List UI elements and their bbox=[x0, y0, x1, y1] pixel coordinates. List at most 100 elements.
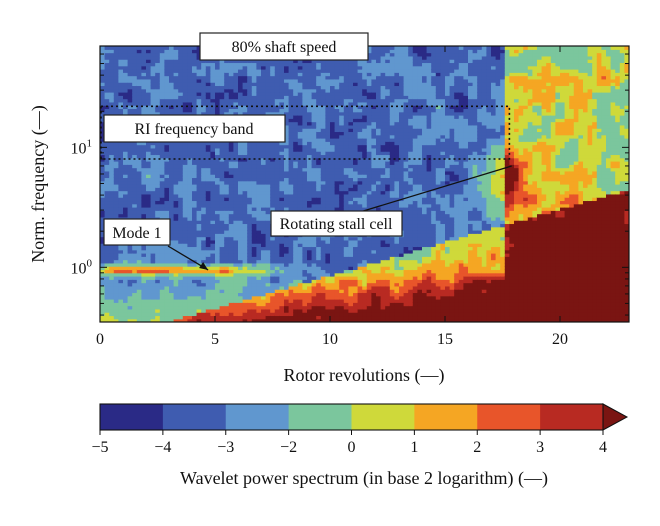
heatmap-cell bbox=[279, 302, 285, 307]
heatmap-cell bbox=[210, 295, 216, 300]
heatmap-cell bbox=[320, 236, 326, 241]
heatmap-cell bbox=[270, 315, 276, 320]
heatmap-cell bbox=[169, 154, 175, 159]
heatmap-cell bbox=[357, 101, 363, 106]
heatmap-cell bbox=[215, 108, 221, 113]
heatmap-cell bbox=[118, 200, 124, 205]
heatmap-cell bbox=[150, 180, 156, 185]
heatmap-cell bbox=[366, 111, 372, 116]
heatmap-cell bbox=[215, 253, 221, 257]
heatmap-cell bbox=[210, 318, 216, 322]
heatmap-cell bbox=[302, 108, 308, 113]
heatmap-cell bbox=[146, 105, 152, 110]
heatmap-cell bbox=[169, 308, 175, 313]
heatmap-cell bbox=[196, 108, 202, 113]
heatmap-cell bbox=[109, 253, 115, 257]
heatmap-cell bbox=[311, 197, 317, 202]
heatmap-cell bbox=[242, 144, 248, 149]
heatmap-cell bbox=[159, 187, 165, 192]
heatmap-cell bbox=[348, 157, 354, 162]
heatmap-cell bbox=[169, 141, 175, 146]
heatmap-cell bbox=[302, 246, 308, 251]
heatmap-cell bbox=[187, 312, 193, 317]
heatmap-cell bbox=[196, 285, 202, 290]
heatmap-cell bbox=[353, 59, 359, 64]
heatmap-cell bbox=[357, 239, 363, 244]
heatmap-cell bbox=[353, 144, 359, 149]
heatmap-cell bbox=[155, 101, 161, 106]
heatmap-cell bbox=[196, 299, 202, 303]
heatmap-cell bbox=[362, 154, 368, 159]
heatmap-cell bbox=[233, 164, 239, 169]
heatmap-cell bbox=[238, 256, 244, 261]
heatmap-cell bbox=[325, 272, 331, 277]
heatmap-cell bbox=[238, 230, 244, 234]
heatmap-cell bbox=[251, 308, 257, 313]
heatmap-cell bbox=[261, 161, 267, 165]
heatmap-cell bbox=[348, 282, 354, 287]
heatmap-cell bbox=[284, 249, 290, 254]
heatmap-cell bbox=[320, 92, 326, 96]
heatmap-cell bbox=[366, 151, 372, 156]
heatmap-cell bbox=[178, 151, 184, 156]
heatmap-cell bbox=[228, 216, 234, 221]
heatmap-cell bbox=[325, 197, 331, 202]
heatmap-cell bbox=[330, 190, 336, 195]
heatmap-cell bbox=[228, 292, 234, 297]
heatmap-cell bbox=[284, 111, 290, 116]
heatmap-cell bbox=[261, 253, 267, 257]
heatmap-cell bbox=[293, 65, 299, 70]
heatmap-cell bbox=[316, 266, 322, 271]
heatmap-cell bbox=[238, 72, 244, 77]
heatmap-cell bbox=[136, 105, 142, 110]
heatmap-cell bbox=[316, 78, 322, 83]
heatmap-cell bbox=[307, 249, 313, 254]
heatmap-cell bbox=[330, 78, 336, 83]
heatmap-cell bbox=[325, 203, 331, 208]
heatmap-cell bbox=[242, 111, 248, 116]
heatmap-cell bbox=[201, 249, 207, 254]
heatmap-cell bbox=[178, 253, 184, 257]
heatmap-cell bbox=[228, 289, 234, 294]
heatmap-cell bbox=[182, 187, 188, 192]
heatmap-cell bbox=[293, 184, 299, 188]
heatmap-cell bbox=[307, 207, 313, 211]
heatmap-cell bbox=[274, 144, 280, 149]
heatmap-cell bbox=[113, 302, 119, 307]
heatmap-cell bbox=[228, 295, 234, 300]
heatmap-cell bbox=[210, 180, 216, 185]
heatmap-cell bbox=[334, 253, 340, 257]
heatmap-cell bbox=[279, 187, 285, 192]
heatmap-cell bbox=[284, 315, 290, 320]
heatmap-cell bbox=[251, 203, 257, 208]
heatmap-cell bbox=[224, 82, 230, 87]
heatmap-cell bbox=[261, 190, 267, 195]
heatmap-cell bbox=[265, 180, 271, 185]
heatmap-cell bbox=[242, 174, 248, 179]
heatmap-cell bbox=[307, 259, 313, 264]
heatmap-cell bbox=[274, 69, 280, 73]
heatmap-cell bbox=[215, 289, 221, 294]
heatmap-cell bbox=[104, 78, 110, 83]
heatmap-cell bbox=[251, 243, 257, 248]
heatmap-cell bbox=[224, 75, 230, 80]
heatmap-cell bbox=[196, 207, 202, 211]
heatmap-cell bbox=[238, 101, 244, 106]
heatmap-cell bbox=[316, 124, 322, 129]
heatmap-cell bbox=[100, 223, 106, 228]
heatmap-cell bbox=[192, 111, 198, 116]
heatmap-cell bbox=[256, 187, 262, 192]
heatmap-cell bbox=[288, 170, 294, 175]
heatmap-cell bbox=[219, 276, 225, 280]
heatmap-cell bbox=[307, 101, 313, 106]
heatmap-cell bbox=[182, 108, 188, 113]
heatmap-cell bbox=[279, 157, 285, 162]
heatmap-cell bbox=[307, 98, 313, 103]
heatmap-cell bbox=[219, 180, 225, 185]
heatmap-cell bbox=[251, 233, 257, 238]
heatmap-cell bbox=[164, 59, 170, 64]
heatmap-cell bbox=[302, 59, 308, 64]
heatmap-cell bbox=[146, 197, 152, 202]
heatmap-cell bbox=[238, 157, 244, 162]
heatmap-cell bbox=[316, 85, 322, 90]
